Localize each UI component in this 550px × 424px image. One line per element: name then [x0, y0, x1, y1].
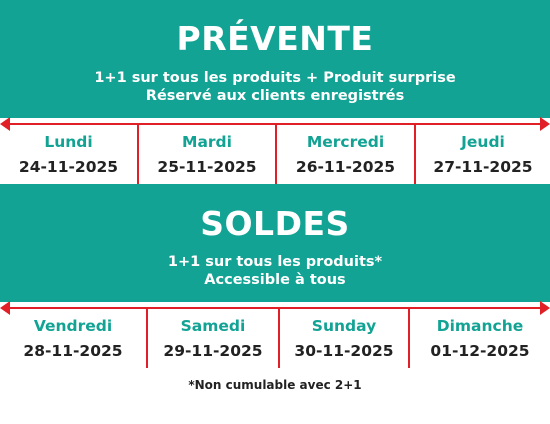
day-mardi: Mardi 25-11-2025: [137, 124, 275, 184]
day-date: 27-11-2025: [433, 158, 533, 176]
day-name: Vendredi: [33, 317, 113, 335]
day-name: Dimanche: [436, 317, 524, 335]
day-date: 24-11-2025: [18, 158, 119, 176]
sales-eligibility: Accessible à tous: [204, 272, 346, 288]
day-name: Mardi: [182, 133, 232, 151]
day-name: Jeudi: [461, 133, 505, 151]
sales-days: Vendredi 28-11-2025 Samedi 29-11-2025 Su…: [0, 308, 550, 368]
timeline-line: [6, 307, 544, 309]
day-lundi: Lundi 24-11-2025: [0, 124, 137, 184]
presale-days: Lundi 24-11-2025 Mardi 25-11-2025 Mercre…: [0, 124, 550, 184]
sales-offer: 1+1 sur tous les produits*: [167, 254, 383, 270]
sales-banner: SOLDES 1+1 sur tous les produits* Access…: [0, 184, 550, 302]
day-vendredi: Vendredi 28-11-2025: [0, 308, 146, 368]
day-name: Lundi: [44, 133, 93, 151]
day-jeudi: Jeudi 27-11-2025: [414, 124, 550, 184]
day-name: Mercredi: [306, 133, 385, 151]
day-date: 29-11-2025: [163, 342, 263, 360]
arrow-left-icon: [0, 117, 10, 131]
day-name: Samedi: [180, 317, 246, 335]
presale-eligibility: Réservé aux clients enregistrés: [145, 88, 405, 104]
day-date: 26-11-2025: [295, 158, 396, 176]
sales-timeline: [0, 301, 550, 315]
footnote: *Non cumulable avec 2+1: [188, 378, 362, 392]
presale-title: PRÉVENTE: [176, 19, 374, 58]
day-date: 30-11-2025: [294, 342, 394, 360]
arrow-right-icon: [540, 117, 550, 131]
day-dimanche: Dimanche 01-12-2025: [408, 308, 550, 368]
arrow-right-icon: [540, 301, 550, 315]
day-date: 01-12-2025: [430, 342, 530, 360]
day-samedi: Samedi 29-11-2025: [146, 308, 278, 368]
presale-offer: 1+1 sur tous les produits + Produit surp…: [94, 70, 456, 86]
day-name: Sunday: [311, 317, 377, 335]
day-mercredi: Mercredi 26-11-2025: [275, 124, 414, 184]
arrow-left-icon: [0, 301, 10, 315]
day-sunday: Sunday 30-11-2025: [278, 308, 408, 368]
presale-banner: PRÉVENTE 1+1 sur tous les produits + Pro…: [0, 0, 550, 118]
day-date: 28-11-2025: [23, 342, 123, 360]
day-date: 25-11-2025: [157, 158, 257, 176]
sales-title: SOLDES: [200, 204, 350, 243]
